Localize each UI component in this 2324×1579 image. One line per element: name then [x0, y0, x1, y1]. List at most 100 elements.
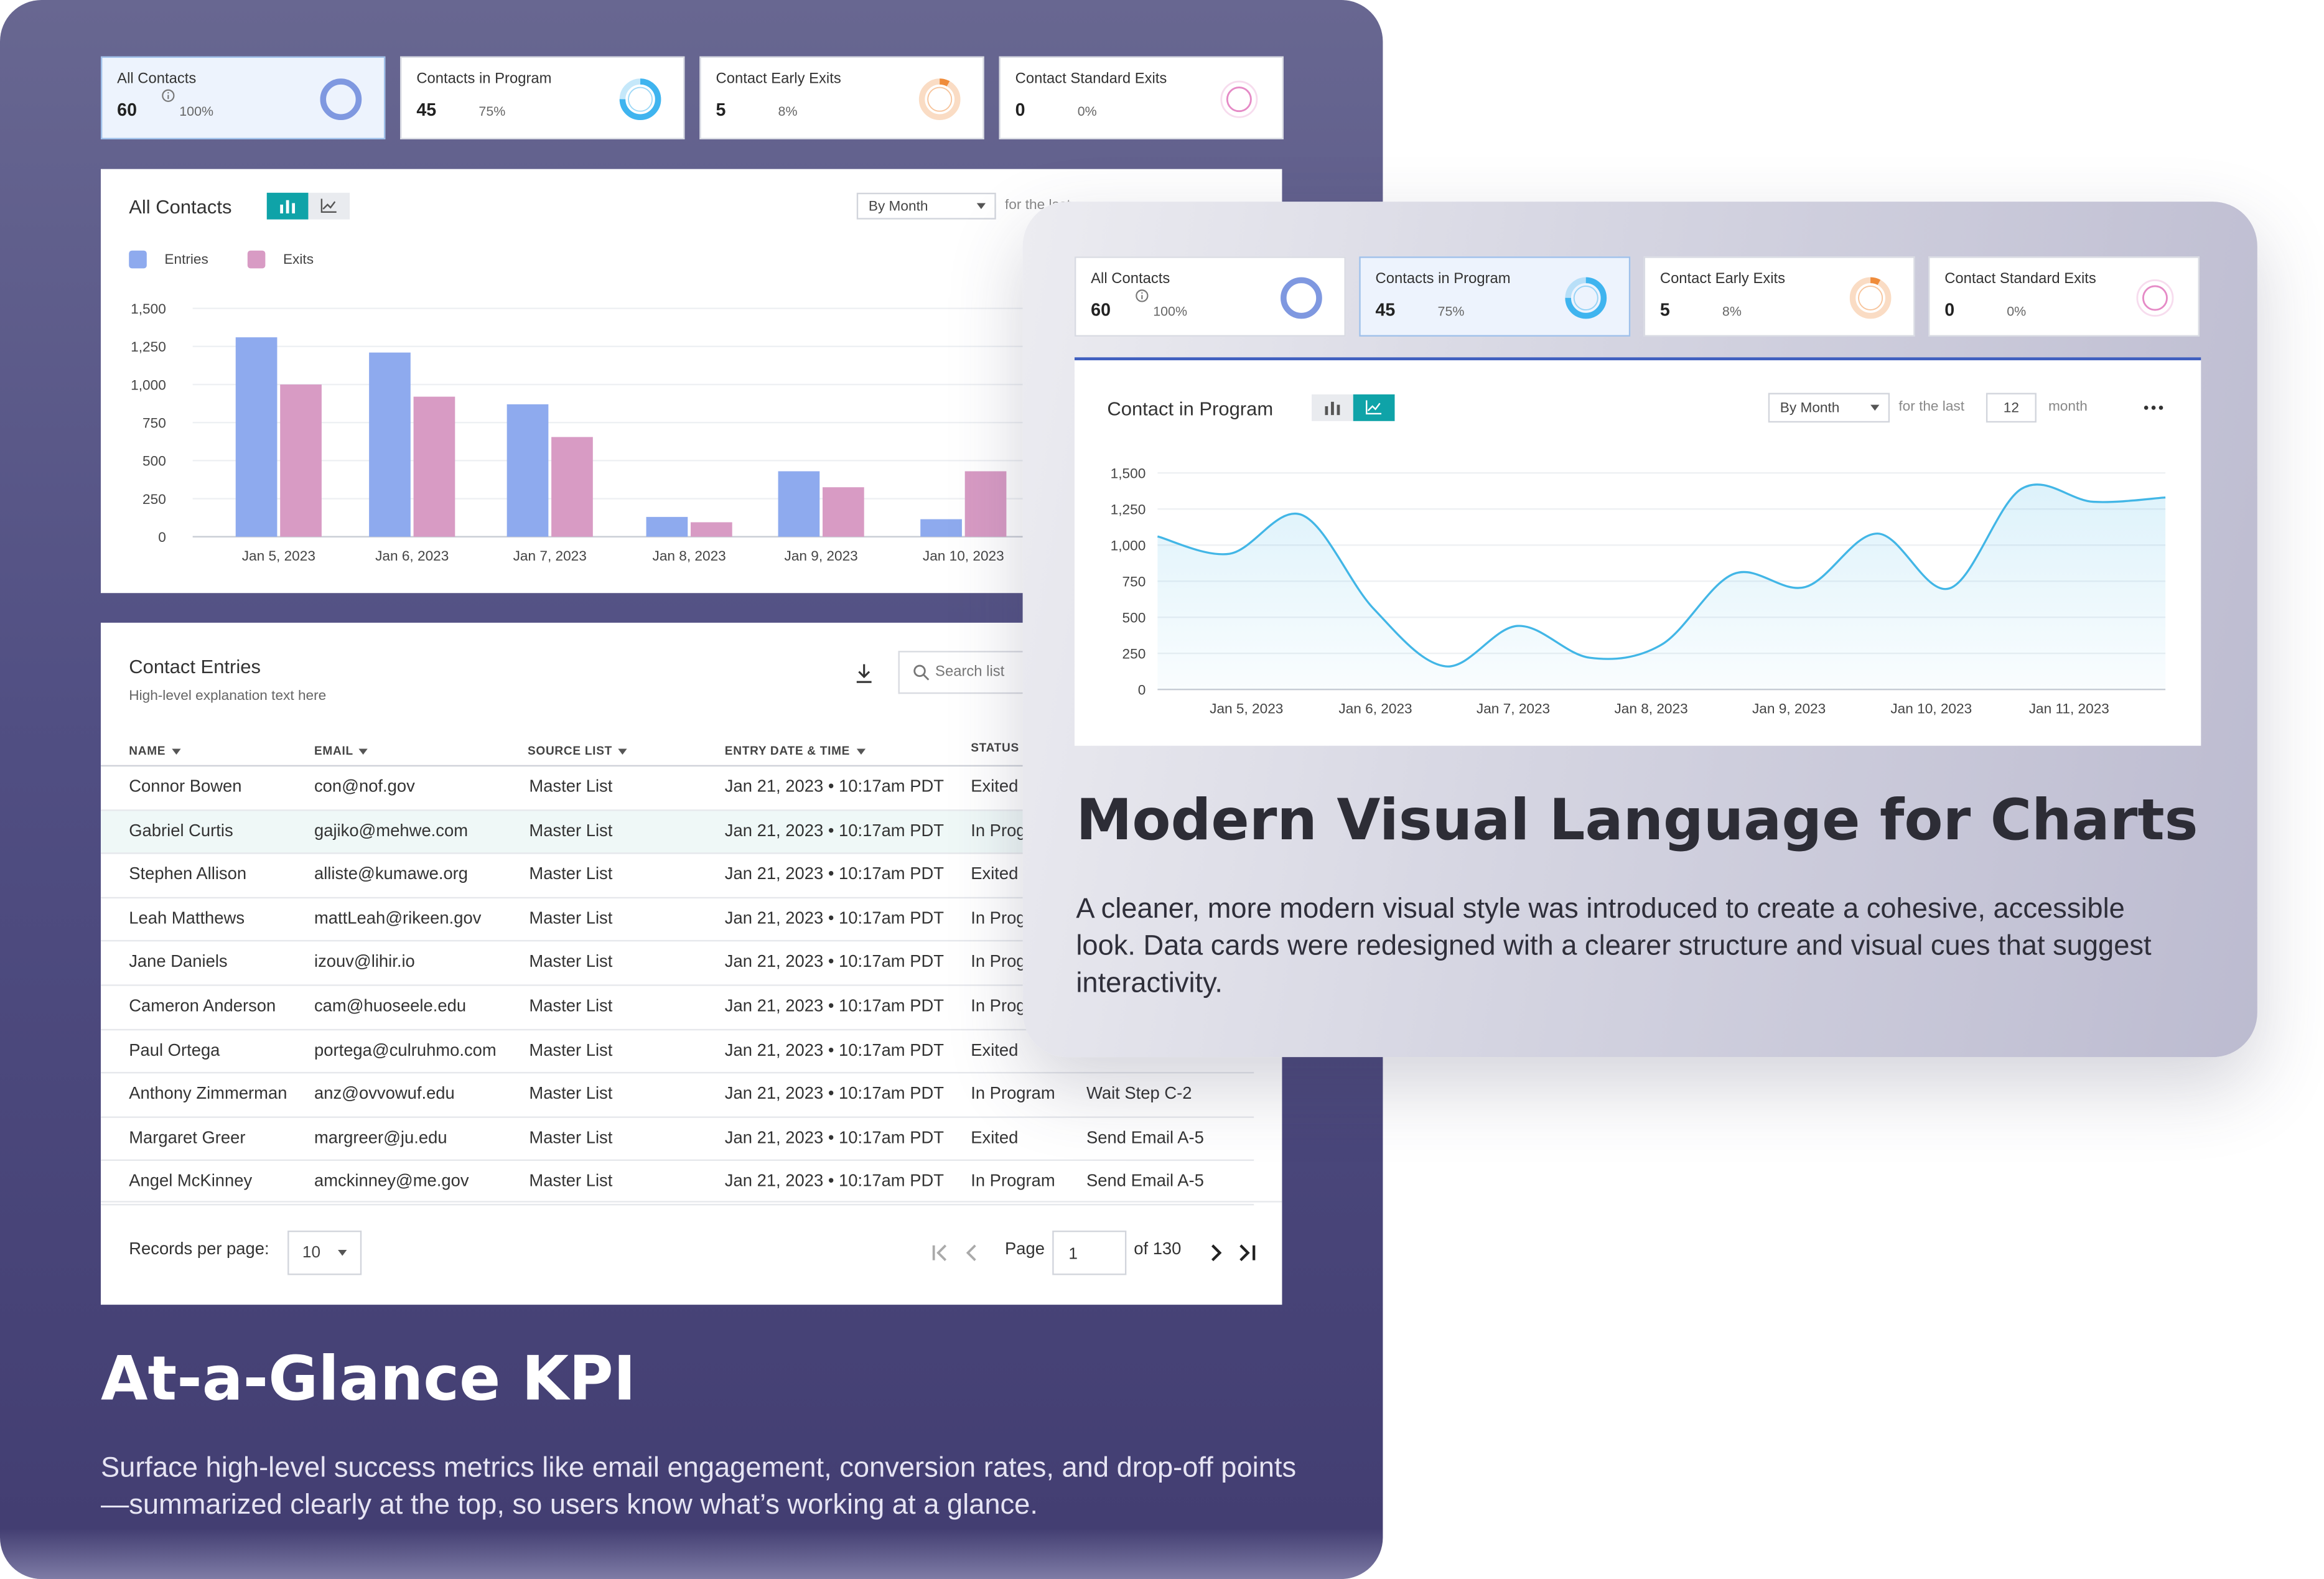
- sort-icon: [359, 748, 368, 755]
- legend-entries-label: Entries: [164, 252, 208, 269]
- kpi-card-3[interactable]: Contact Standard Exits 0 0%: [1928, 256, 2200, 337]
- series-line[interactable]: [1157, 483, 2166, 668]
- table-row[interactable]: Margaret Greer margreer@ju.edu Master List…: [100, 1117, 1254, 1162]
- prev-page-icon[interactable]: [963, 1242, 981, 1263]
- exits-bar[interactable]: [691, 522, 732, 537]
- kpi-donut-icon: [1849, 277, 1892, 319]
- kpi-value: 0: [1015, 99, 1025, 121]
- cell-step: Send Email A-5: [1086, 1129, 1204, 1148]
- cell-source: Master List: [529, 1085, 613, 1104]
- chart-card-title: All Contacts: [129, 195, 232, 218]
- chart-card-title: Contact in Program: [1107, 397, 1274, 420]
- months-count-input[interactable]: 12: [1986, 393, 2037, 423]
- exits-bar[interactable]: [413, 396, 455, 537]
- last-page-icon[interactable]: [1236, 1242, 1257, 1263]
- table-row[interactable]: Cameron Anderson cam@huoseele.edu Master L…: [100, 986, 1254, 1030]
- cell-status: In Program: [971, 1085, 1055, 1104]
- entries-bar[interactable]: [778, 471, 820, 537]
- kpi-title: Contacts in Program: [416, 71, 552, 88]
- col-source-header[interactable]: SOURCE LIST: [528, 744, 627, 758]
- period-select[interactable]: By Month: [1768, 393, 1890, 423]
- table-row[interactable]: Jane Daniels izouv@lihir.io Master List Jan…: [100, 942, 1254, 986]
- chevron-down-icon: [976, 203, 986, 210]
- table-row[interactable]: Anthony Zimmerman anz@ovvowuf.edu Master L…: [100, 1074, 1254, 1118]
- download-icon[interactable]: [855, 663, 873, 683]
- cell-email: margreer@ju.edu: [314, 1129, 447, 1148]
- line-chart-toggle[interactable]: [1353, 394, 1395, 421]
- x-tick-label: Jan 8, 2023: [653, 548, 726, 564]
- panel-grain: [0, 1528, 1383, 1579]
- right-description: A cleaner, more modern visual style was …: [1076, 894, 2152, 1000]
- exits-bar[interactable]: [823, 487, 864, 537]
- y-tick-label: 500: [1122, 610, 1146, 626]
- for-the-last-label: for the last: [1898, 399, 1965, 416]
- cell-email: mattLeah@rikeen.gov: [314, 910, 482, 928]
- months-unit-label: month: [2048, 399, 2088, 416]
- more-options-icon[interactable]: [2143, 405, 2163, 411]
- bar-chart-toggle[interactable]: [1312, 394, 1353, 421]
- period-select[interactable]: By Month: [856, 192, 996, 220]
- cell-name: Anthony Zimmerman: [129, 1085, 287, 1104]
- first-page-icon[interactable]: [931, 1242, 951, 1263]
- cell-name: Angel McKinney: [129, 1173, 253, 1191]
- cell-name: Cameron Anderson: [129, 997, 276, 1016]
- cell-source: Master List: [529, 910, 613, 928]
- exits-bar[interactable]: [551, 437, 593, 537]
- entries-bar[interactable]: [920, 519, 962, 537]
- chart-type-toggle: [266, 192, 350, 220]
- y-tick-label: 0: [158, 529, 166, 545]
- cell-email: izouv@lihir.io: [314, 954, 415, 972]
- cell-source: Master List: [529, 997, 613, 1016]
- kpi-card-0[interactable]: All Contacts 60 100%: [1074, 256, 1346, 337]
- cell-name: Leah Matthews: [129, 910, 245, 928]
- exits-bar[interactable]: [280, 384, 322, 537]
- kpi-card-0[interactable]: All Contacts 60 100%: [100, 56, 386, 140]
- kpi-card-3[interactable]: Contact Standard Exits 0 0%: [999, 56, 1284, 140]
- chart-type-toggle: [1312, 394, 1395, 421]
- table-row[interactable]: Connor Bowen con@nof.gov Master List Jan 21…: [100, 766, 1254, 811]
- cell-date: Jan 21, 2023 • 10:17am PDT: [724, 866, 945, 884]
- bar-chart-toggle[interactable]: [266, 192, 309, 220]
- table-row[interactable]: Leah Matthews mattLeah@rikeen.gov Master L…: [100, 898, 1254, 943]
- cell-email: anz@ovvowuf.edu: [314, 1085, 455, 1104]
- kpi-donut-icon: [619, 78, 661, 121]
- col-email-header[interactable]: EMAIL: [314, 744, 368, 758]
- kpi-donut-icon: [320, 78, 362, 121]
- kpi-card-2[interactable]: Contact Early Exits 5 8%: [1643, 256, 1915, 337]
- chevron-down-icon: [1870, 404, 1880, 411]
- kpi-percent: 8%: [778, 103, 798, 119]
- cell-name: Margaret Greer: [129, 1129, 246, 1148]
- col-status-header[interactable]: STATUS: [971, 741, 1019, 755]
- entries-bar[interactable]: [506, 404, 549, 537]
- kpi-donut-icon: [2136, 279, 2174, 317]
- table-row[interactable]: Paul Ortega portega@culruhmo.com Master Li…: [100, 1030, 1254, 1074]
- kpi-donut-icon: [1220, 80, 1258, 118]
- page-number-input[interactable]: 1: [1052, 1230, 1127, 1275]
- x-tick-label: Jan 10, 2023: [1890, 701, 1972, 716]
- table-row[interactable]: Stephen Allison alliste@kumawe.org Master …: [100, 854, 1254, 898]
- kpi-card-1[interactable]: Contacts in Program 45 75%: [400, 56, 685, 140]
- sort-icon: [618, 748, 627, 755]
- kpi-card-1[interactable]: Contacts in Program 45 75%: [1359, 256, 1631, 337]
- kpi-card-2[interactable]: Contact Early Exits 5 8%: [699, 56, 984, 140]
- col-date-header[interactable]: ENTRY DATE & TIME: [725, 744, 865, 758]
- entries-bar[interactable]: [369, 352, 411, 537]
- kpi-percent: 8%: [1722, 304, 1742, 319]
- y-tick-label: 750: [1122, 574, 1146, 590]
- kpi-value: 5: [716, 99, 726, 121]
- exits-bar[interactable]: [964, 471, 1007, 537]
- entries-bar[interactable]: [646, 516, 688, 537]
- x-tick-label: Jan 5, 2023: [242, 548, 315, 564]
- table-row[interactable]: Angel McKinney amckinney@me.gov Master Lis…: [100, 1162, 1254, 1206]
- line-chart-toggle[interactable]: [308, 192, 350, 220]
- x-tick-label: Jan 11, 2023: [2029, 701, 2109, 716]
- cell-date: Jan 21, 2023 • 10:17am PDT: [724, 1173, 945, 1191]
- next-page-icon[interactable]: [1208, 1242, 1226, 1263]
- entries-bar[interactable]: [235, 337, 278, 537]
- records-per-page-select[interactable]: 10: [287, 1230, 362, 1275]
- right-panel: All Contacts 60 100% Contacts in Program 45…: [1022, 202, 2257, 1058]
- cell-email: con@nof.gov: [314, 778, 415, 796]
- cell-source: Master List: [529, 866, 613, 884]
- x-tick-label: Jan 10, 2023: [923, 548, 1004, 564]
- col-name-header[interactable]: NAME: [129, 744, 181, 758]
